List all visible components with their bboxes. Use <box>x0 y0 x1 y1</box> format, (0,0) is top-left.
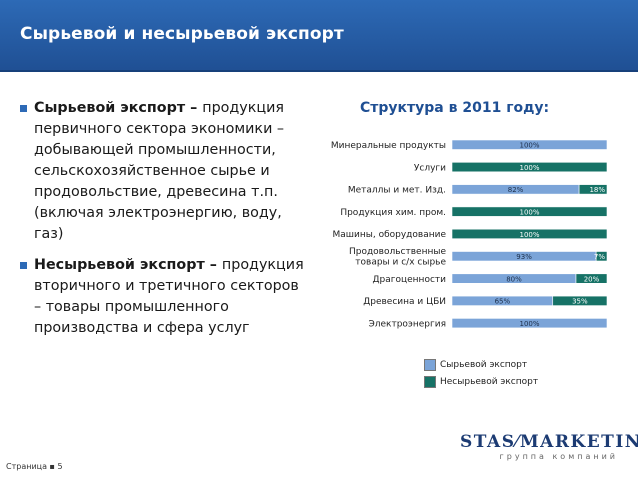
chart-title: Структура в 2011 году: <box>360 100 550 116</box>
bullet-square-icon <box>20 105 27 112</box>
data-label: 80% <box>506 275 522 283</box>
data-label: 18% <box>589 186 605 194</box>
bullet-raw-term: Сырьевой экспорт – <box>34 100 203 116</box>
bar-nonraw-segment <box>575 273 608 284</box>
data-label: 82% <box>508 186 524 194</box>
bar-nonraw-segment <box>595 251 608 262</box>
data-label: 7% <box>594 253 605 261</box>
bullet-square-icon <box>20 262 27 269</box>
bullet-nonraw-export: Несырьевой экспорт – продукция вторичног… <box>20 255 306 339</box>
legend-label-nonraw: Несырьевой экспорт <box>440 377 539 387</box>
category-label: Продукция хим. пром. <box>340 208 446 218</box>
legend-swatch-nonraw <box>424 376 436 388</box>
legend-swatch-raw <box>424 359 436 371</box>
bar-raw-segment <box>451 318 608 329</box>
legend-item-raw: Сырьевой экспорт <box>424 358 538 372</box>
data-label: 20% <box>584 275 600 283</box>
data-label: 100% <box>519 142 539 150</box>
company-logo: STAS⁄MARKETING группа компаний <box>460 432 638 461</box>
bar-raw-segment <box>451 139 608 150</box>
bullet-nonraw-term: Несырьевой экспорт – <box>34 257 222 273</box>
slide-header: Сырьевой и несырьевой экспорт <box>0 0 638 72</box>
logo-tagline: группа компаний <box>499 452 618 461</box>
data-label: 35% <box>572 298 588 306</box>
data-label: 100% <box>519 231 539 239</box>
chart-legend: Сырьевой экспорт Несырьевой экспорт <box>424 358 538 392</box>
bar-nonraw-segment <box>578 184 608 195</box>
logo-left: STAS <box>460 432 516 452</box>
category-label: Древесина и ЦБИ <box>363 297 446 307</box>
bullet-raw-export: Сырьевой экспорт – продукция первичного … <box>20 98 306 245</box>
category-label: Драгоценности <box>373 275 447 285</box>
category-label: Продовольственные <box>349 247 446 257</box>
slide-title: Сырьевой и несырьевой экспорт <box>20 24 344 44</box>
data-label: 100% <box>519 320 539 328</box>
category-label: Минеральные продукты <box>331 141 446 151</box>
data-label: 100% <box>519 208 539 216</box>
export-structure-chart: Минеральные продукты 100% Услуги 100% Металл… <box>331 139 608 329</box>
data-label: 65% <box>495 298 511 306</box>
bar-nonraw-segment <box>451 206 608 217</box>
category-label: Электроэнергия <box>368 319 446 329</box>
bullet-nonraw-text: продукция вторичного и третичного сектор… <box>34 257 304 336</box>
definitions-list: Сырьевой экспорт – продукция первичного … <box>20 98 306 349</box>
logo-right: MARKETING <box>519 432 638 452</box>
bar-nonraw-segment <box>451 161 608 173</box>
logo-wordmark: STAS⁄MARKETING <box>460 432 638 452</box>
bar-nonraw-segment <box>552 295 608 306</box>
page-number: Страница ▪ 5 <box>6 462 63 471</box>
legend-item-nonraw: Несырьевой экспорт <box>424 375 538 389</box>
bullet-raw-text: продукция первичного сектора экономики –… <box>34 100 285 242</box>
data-label: 93% <box>516 253 532 261</box>
bar-nonraw-segment <box>451 228 608 239</box>
legend-label-raw: Сырьевой экспорт <box>440 360 528 370</box>
category-label: Металлы и мет. Изд. <box>348 186 446 196</box>
data-label: 100% <box>519 164 539 172</box>
category-label: товары и с/х сырье <box>355 258 446 268</box>
category-label: Услуги <box>414 163 446 173</box>
category-label: Машины, оборудование <box>333 230 447 240</box>
